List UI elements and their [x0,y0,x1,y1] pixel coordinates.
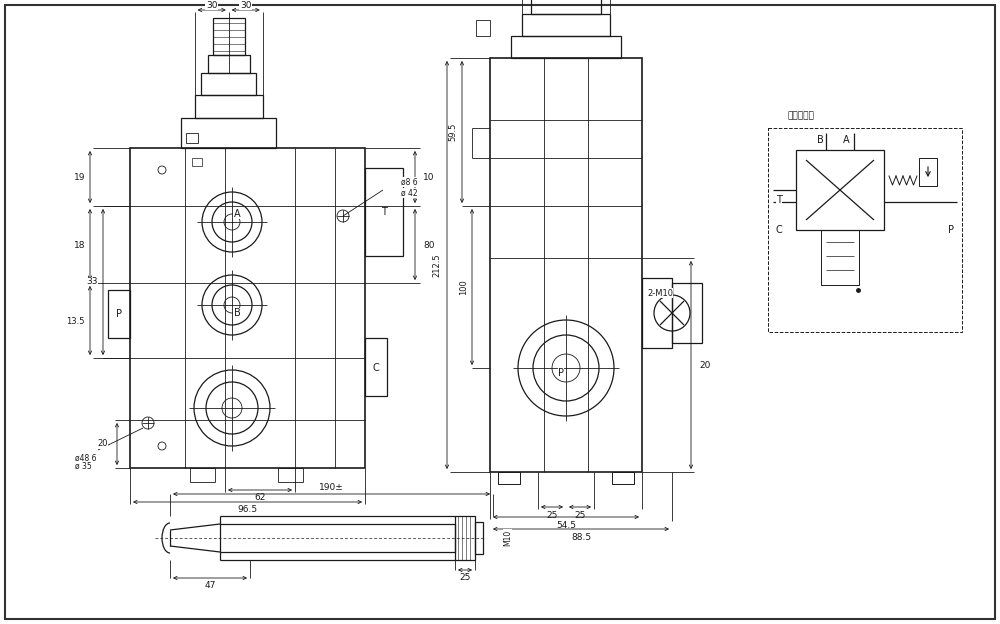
Bar [475,522,483,554]
Text: 212.5: 212.5 [432,253,441,277]
Text: M10: M10 [503,530,512,546]
Text: 液压原理图: 液压原理图 [788,112,815,120]
Text: ø 42: ø 42 [401,188,418,198]
Text: 25: 25 [574,510,586,520]
Text: 62: 62 [254,494,266,502]
Bar [181,118,276,148]
Text: A: A [234,209,240,219]
Text: 10: 10 [423,172,434,182]
Bar [672,283,702,343]
Text: T: T [381,207,387,217]
Bar [213,18,245,55]
Text: P: P [558,368,564,378]
Bar [522,14,610,36]
Bar [498,472,520,484]
Text: 20: 20 [699,361,710,369]
Text: P: P [116,309,122,319]
Text: ø48 6: ø48 6 [75,454,96,462]
Text: 54.5: 54.5 [556,520,576,530]
Text: 18: 18 [74,240,85,250]
Text: 100: 100 [459,279,468,295]
Text: A: A [843,135,849,145]
Bar [130,148,365,468]
Bar [190,468,215,482]
Bar [455,516,475,560]
Text: 30: 30 [206,1,217,9]
Text: ø 35: ø 35 [75,462,92,470]
Bar [490,58,642,472]
Bar [195,95,263,118]
Text: C: C [776,225,783,235]
Bar [768,128,962,332]
Bar [365,338,387,396]
Bar [642,278,672,348]
Text: 13.5: 13.5 [66,316,85,326]
Bar [220,524,455,552]
Text: B: B [234,308,240,318]
Bar [476,20,490,36]
Text: P: P [948,225,954,235]
Text: 80: 80 [423,240,434,250]
Text: 2-M10: 2-M10 [647,288,673,298]
Text: 20: 20 [98,439,108,449]
Text: 88.5: 88.5 [571,532,591,542]
Text: T: T [776,195,782,205]
Bar [192,158,202,166]
Bar [511,36,621,58]
Text: C: C [373,363,379,373]
Bar [186,133,198,143]
Text: 30: 30 [240,1,251,9]
Bar [108,290,130,338]
Text: 25: 25 [459,573,471,582]
Text: 96.5: 96.5 [237,505,258,515]
Text: 190±: 190± [319,482,344,492]
Text: ø8 6: ø8 6 [401,177,418,187]
Bar [278,468,303,482]
Text: 33: 33 [87,278,98,286]
Bar [531,0,601,14]
Bar [201,73,256,95]
Text: 19: 19 [74,172,85,182]
Bar [821,230,859,285]
Text: B: B [817,135,823,145]
Bar [796,150,884,230]
Text: 59.5: 59.5 [448,123,457,141]
Bar [919,158,937,186]
Text: 25: 25 [546,510,558,520]
Bar [612,472,634,484]
Text: 47: 47 [204,582,216,590]
Bar [365,168,403,256]
Bar [208,55,250,73]
